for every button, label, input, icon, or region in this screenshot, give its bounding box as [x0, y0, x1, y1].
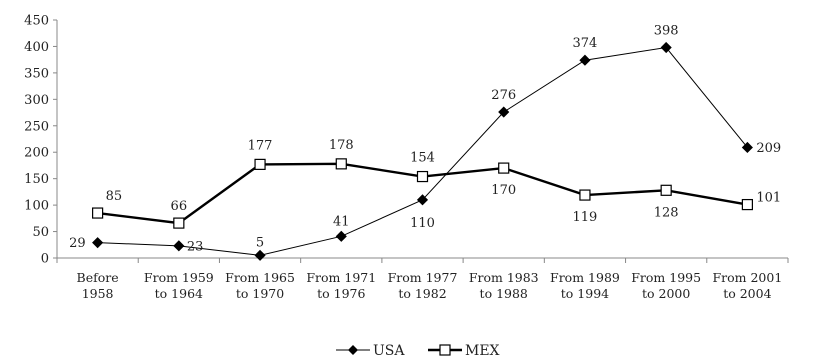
- legend-label: MEX: [465, 343, 500, 358]
- data-label-usa: 276: [491, 88, 516, 103]
- y-tick-label: 400: [24, 40, 49, 55]
- x-tick-label: From 1983 to 1988: [469, 270, 539, 301]
- data-point-usa: [92, 237, 104, 249]
- x-tick-label: From 1977 to 1982: [388, 270, 458, 301]
- legend-item-usa: USA: [336, 343, 405, 359]
- y-tick-label: 0: [41, 252, 49, 267]
- x-tick-label: From 1971 to 1976: [306, 270, 376, 301]
- data-label-usa: 110: [410, 216, 435, 231]
- x-tick-label: From 1965 to 1970: [225, 270, 295, 301]
- data-label-mex: 119: [573, 210, 598, 225]
- data-label-usa: 5: [256, 235, 264, 250]
- data-label-mex: 170: [491, 183, 516, 198]
- data-point-mex: [741, 198, 753, 211]
- data-label-usa: 29: [69, 236, 86, 251]
- data-label-usa: 374: [573, 36, 598, 51]
- data-labels: 29 23 5 41 110 276 374 398 209 85 66 177 178 154 170 11…: [69, 24, 781, 255]
- legend-square-icon: [439, 344, 451, 356]
- y-tick-label: 300: [24, 93, 49, 108]
- data-label-usa: 23: [187, 239, 204, 254]
- data-point-usa: [254, 249, 266, 261]
- data-point-mex: [660, 184, 672, 196]
- data-label-usa: 398: [654, 24, 679, 39]
- legend: USA MEX: [336, 343, 500, 359]
- series-markers: [92, 41, 753, 261]
- data-point-mex: [579, 189, 591, 201]
- data-label-mex: 66: [171, 199, 188, 214]
- legend-item-mex: MEX: [428, 343, 500, 359]
- data-label-mex: 101: [756, 191, 781, 206]
- data-point-usa: [416, 194, 429, 206]
- y-tick-label: 100: [24, 199, 49, 214]
- data-label-mex: 177: [248, 138, 273, 153]
- y-tick-label: 450: [24, 14, 49, 29]
- data-label-mex: 85: [106, 189, 123, 204]
- legend-label: USA: [373, 343, 405, 358]
- data-point-mex: [92, 207, 104, 219]
- data-point-mex: [173, 217, 185, 229]
- x-tick-label: From 1959 to 1964: [144, 270, 214, 301]
- data-point-usa: [741, 141, 753, 154]
- data-point-mex: [498, 162, 510, 174]
- data-point-usa: [173, 240, 185, 252]
- data-point-usa: [579, 54, 591, 66]
- y-tick-label: 350: [24, 66, 49, 81]
- y-tick-label: 200: [24, 146, 49, 161]
- axes: 0 50 100 150 200 250 300 350 400 450 Before 1958 Fro…: [24, 14, 789, 301]
- data-point-usa: [498, 106, 510, 118]
- data-point-usa: [660, 41, 672, 54]
- data-label-mex: 154: [410, 151, 435, 166]
- data-point-mex: [416, 170, 429, 183]
- y-tick-label: 250: [24, 119, 49, 134]
- x-tick-label: From 2001 to 2004: [712, 270, 782, 301]
- x-tick-label: From 1995 to 2000: [631, 270, 701, 301]
- data-label-usa: 41: [333, 214, 350, 229]
- legend-diamond-icon: [348, 345, 358, 355]
- y-tick-label: 150: [24, 172, 49, 187]
- x-tick-label: Before 1958: [77, 270, 119, 301]
- data-label-mex: 178: [329, 138, 354, 153]
- y-tick-label: 50: [32, 225, 49, 240]
- data-point-mex: [335, 158, 347, 170]
- data-point-usa: [335, 230, 347, 242]
- x-tick-label: From 1989 to 1994: [550, 270, 620, 301]
- data-point-mex: [254, 158, 266, 170]
- data-label-mex: 128: [654, 205, 679, 220]
- data-label-usa: 209: [756, 141, 781, 156]
